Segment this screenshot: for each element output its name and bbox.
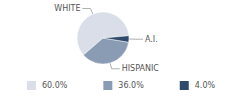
svg-text:4.0%: 4.0% <box>195 81 216 90</box>
svg-text:60.0%: 60.0% <box>42 81 68 90</box>
svg-text:HISPANIC: HISPANIC <box>122 64 160 73</box>
svg-text:A.I.: A.I. <box>145 35 158 44</box>
svg-text:WHITE: WHITE <box>54 4 80 13</box>
svg-text:36.0%: 36.0% <box>118 81 144 90</box>
